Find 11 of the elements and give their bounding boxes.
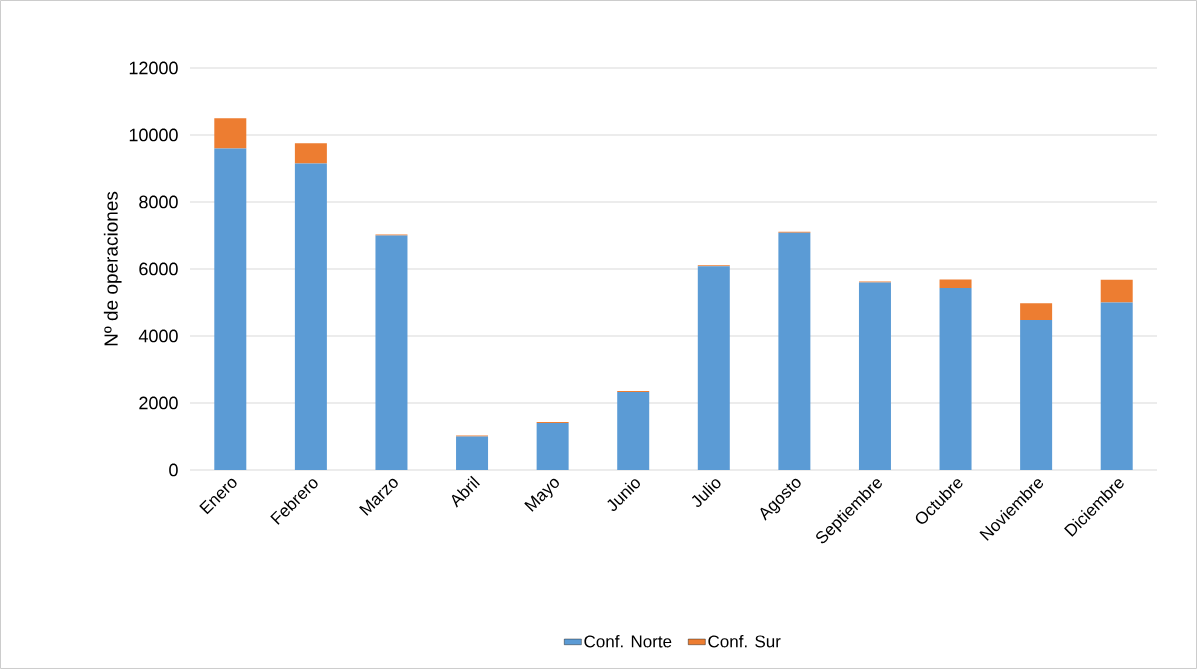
y-tick-label: 4000 [138,329,178,343]
y-tick-label: 10000 [129,128,178,142]
y-tick-label: 2000 [139,396,178,410]
y-axis-title: Nº de operaciones [103,191,122,346]
legend-label: Conf. Norte [584,634,672,648]
legend-label: Conf. Sur [708,634,781,648]
y-tick-label: 8000 [139,195,178,209]
x-tick-label: Julio [691,479,721,507]
y-tick-label: 12000 [129,61,178,75]
y-tick-label: 6000 [139,262,178,276]
y-tick-label: 0 [169,463,178,477]
